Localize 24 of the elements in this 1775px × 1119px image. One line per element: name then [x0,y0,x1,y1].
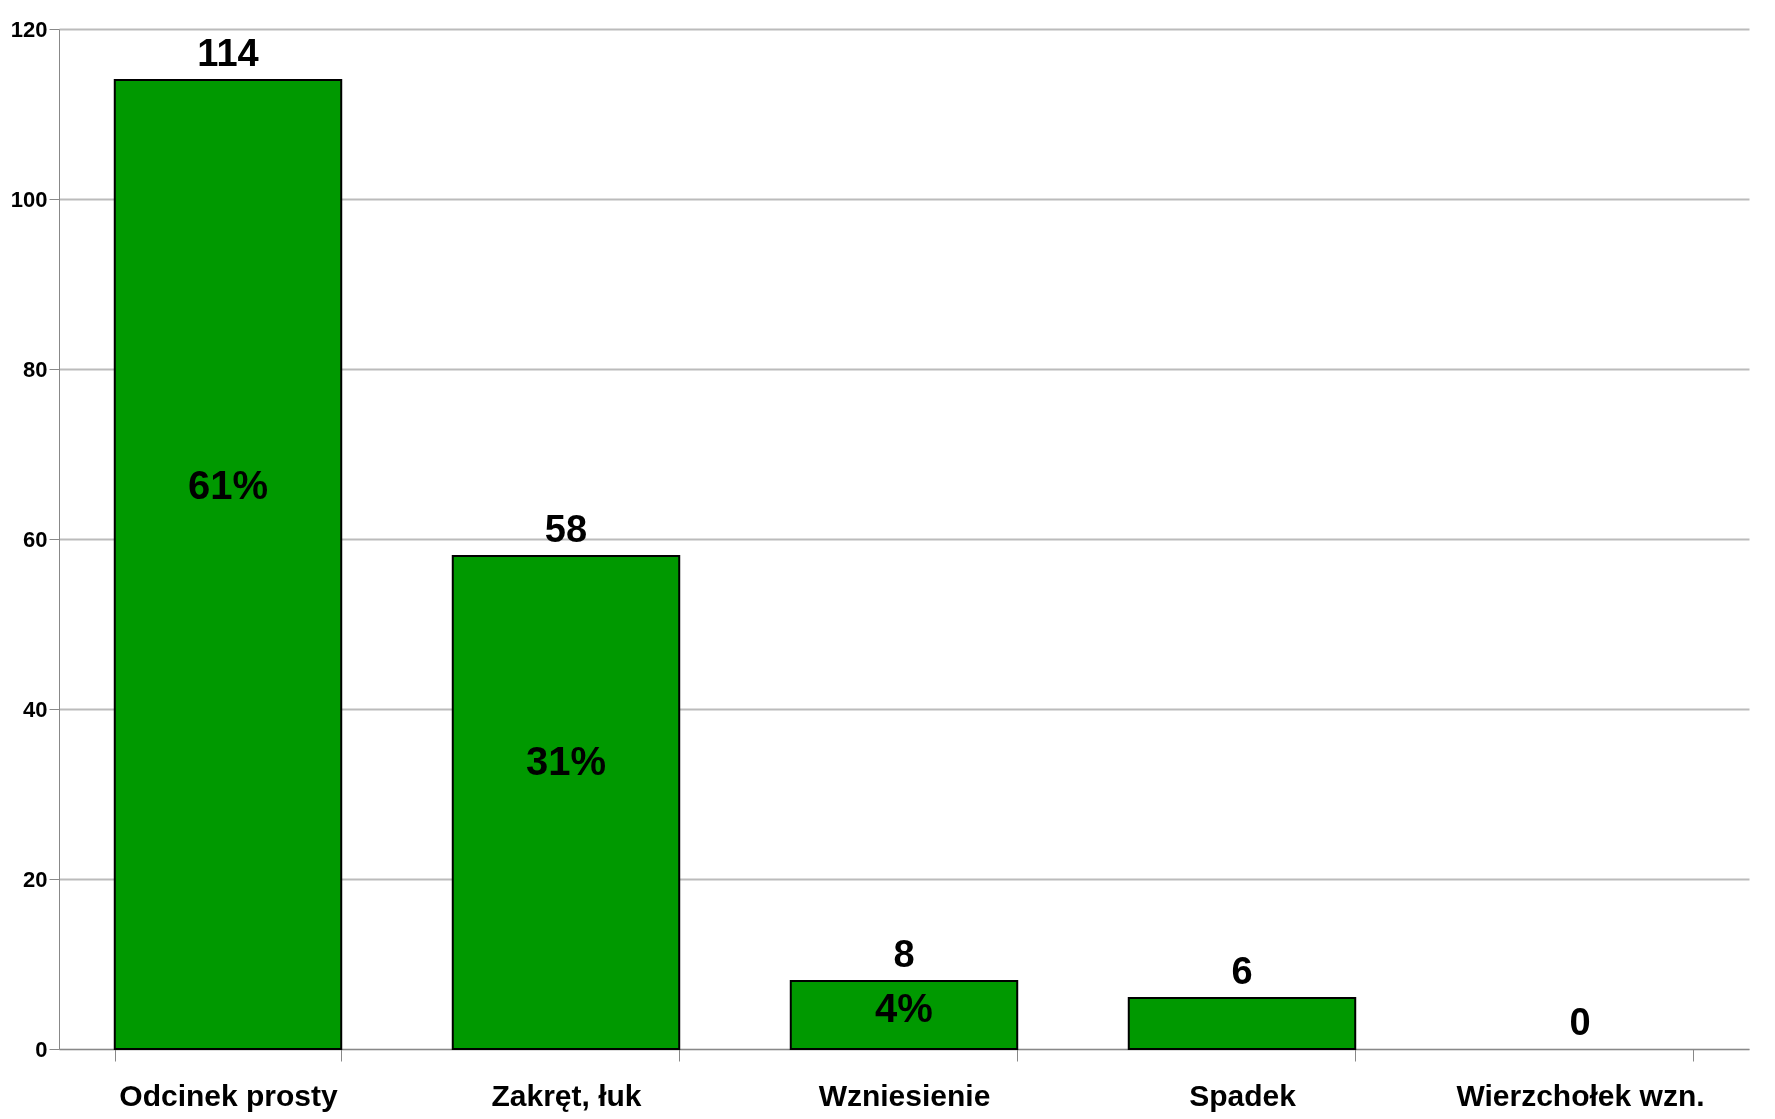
bar [789,980,1019,1050]
x-tick-label: Spadek [1189,1078,1297,1112]
x-tick-label: Odcinek prosty [119,1078,339,1112]
bar [113,79,343,1050]
y-tick-label: 120 [10,16,48,42]
bar [451,555,681,1050]
annotation: 4% [875,985,933,1030]
data-label: 8 [893,933,915,975]
x-tick-label: Wzniesienie [818,1078,991,1112]
bar [1127,997,1357,1050]
data-label: 6 [1231,950,1253,992]
annotation: 61% [187,462,269,507]
y-tick-label: 40 [23,696,48,722]
y-tick-label: 80 [23,356,48,382]
y-tick-label: 20 [23,866,48,892]
data-label: 114 [197,32,259,74]
y-tick-label: 60 [23,526,48,552]
annotation: 31% [525,739,607,784]
x-tick-label: Zakręt, łuk [491,1078,642,1112]
x-tick-label: Wierzchołek wzn. [1456,1078,1705,1112]
y-tick-label: 0 [35,1036,48,1062]
data-label: 58 [544,508,588,550]
data-label: 0 [1569,1001,1591,1043]
y-tick-label: 100 [10,186,48,212]
